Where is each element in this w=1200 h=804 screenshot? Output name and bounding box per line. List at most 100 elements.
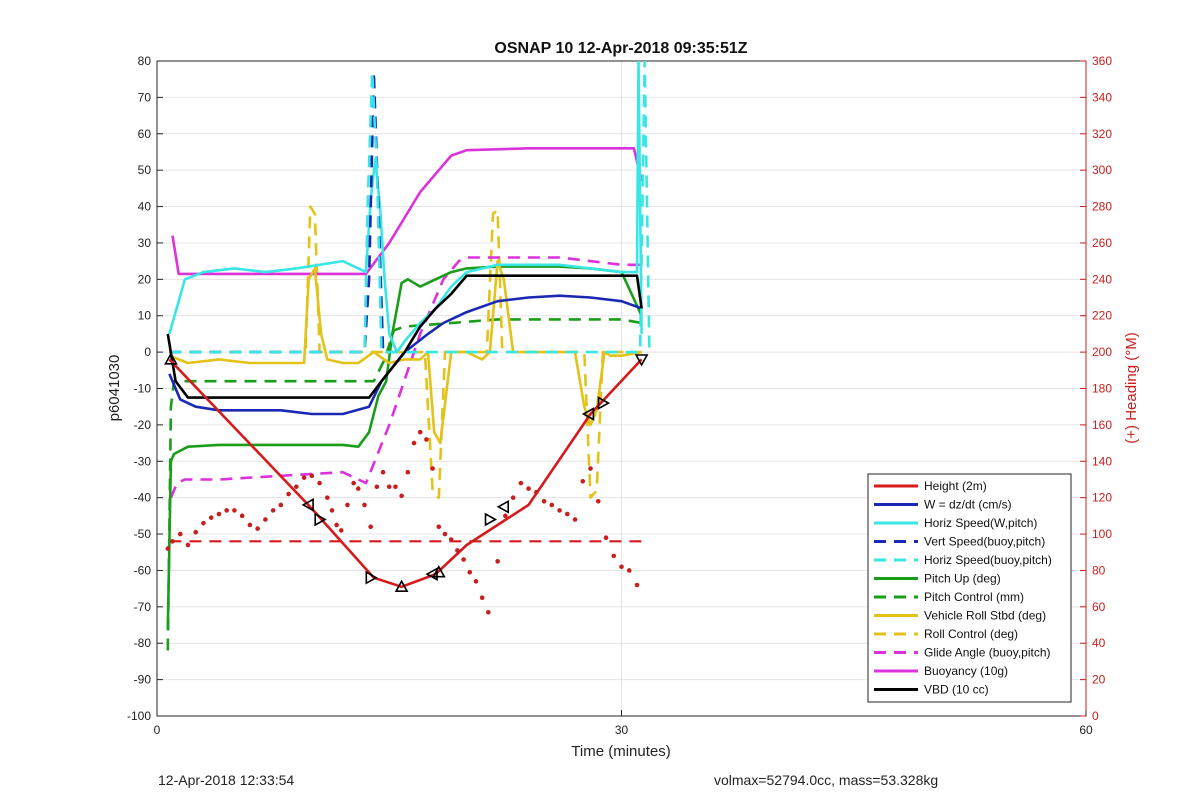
heading-point xyxy=(626,568,632,573)
heading-point xyxy=(329,508,335,513)
direction-marker xyxy=(365,570,378,585)
direction-marker xyxy=(164,352,178,365)
y2-tick-label: 180 xyxy=(1092,382,1112,396)
heading-point xyxy=(317,480,322,486)
left-axis: -100-90-80-70-60-50-40-30-20-10010203040… xyxy=(127,54,163,723)
heading-point xyxy=(430,466,435,471)
heading-point xyxy=(486,609,491,615)
heading-point xyxy=(549,502,555,508)
legend-entry: Height (2m) xyxy=(924,479,987,493)
heading-point xyxy=(170,539,175,544)
y-tick-label: -90 xyxy=(134,673,152,687)
heading-point xyxy=(345,502,350,508)
heading-point xyxy=(201,520,206,526)
heading-point xyxy=(518,480,524,486)
direction-marker xyxy=(425,567,438,581)
legend-box xyxy=(867,473,1072,703)
y-tick-label: 50 xyxy=(138,163,152,177)
heading-point xyxy=(380,469,386,475)
bottom-axis: 0 30 60 xyxy=(154,710,1093,737)
legend-entry: VBD (10 cc) xyxy=(924,683,989,697)
y2-tick-label: 60 xyxy=(1092,600,1106,614)
heading-point xyxy=(374,484,380,490)
heading-point xyxy=(411,440,417,446)
heading-point xyxy=(619,564,624,570)
heading-point xyxy=(461,557,466,562)
heading-point xyxy=(393,484,398,490)
heading-point xyxy=(534,489,539,495)
legend-entry: W = dz/dt (cm/s) xyxy=(924,498,1012,512)
chart-title: OSNAP 10 12-Apr-2018 09:35:51Z xyxy=(494,40,747,57)
y-tick-label: -70 xyxy=(134,600,152,614)
series-line-4 xyxy=(169,70,390,354)
y-tick-label: 40 xyxy=(138,200,152,214)
heading-point xyxy=(588,466,593,471)
heading-point xyxy=(216,511,222,517)
heading-point xyxy=(503,513,508,519)
heading-point xyxy=(611,553,617,559)
heading-point xyxy=(417,429,423,435)
y-tick-label: 70 xyxy=(138,90,152,104)
y2-tick-label: 140 xyxy=(1092,454,1112,468)
x-tick-label: 0 xyxy=(154,723,161,737)
heading-point xyxy=(255,526,260,531)
heading-point xyxy=(448,537,454,542)
y-tick-label: 60 xyxy=(138,127,152,141)
heading-point xyxy=(165,546,171,551)
y-tick-label: -100 xyxy=(127,709,151,723)
heading-point xyxy=(386,484,392,490)
heading-point xyxy=(436,524,442,530)
y2-tick-label: 260 xyxy=(1092,236,1112,250)
legend-entry: Roll Control (deg) xyxy=(924,627,1018,641)
heading-point xyxy=(270,508,276,513)
heading-point xyxy=(580,478,586,484)
heading-point xyxy=(325,495,330,500)
legend: Height (2m) W = dz/dt (cm/s) Horiz Speed(W… xyxy=(867,473,1072,703)
y2-tick-label: 200 xyxy=(1092,345,1112,359)
y2-tick-label: 320 xyxy=(1092,127,1112,141)
heading-point xyxy=(362,502,367,508)
direction-marker xyxy=(394,579,409,593)
series-line-12 xyxy=(166,274,643,399)
heading-point xyxy=(309,473,315,479)
legend-entry: Horiz Speed(buoy,pitch) xyxy=(924,553,1052,567)
heading-point xyxy=(355,486,361,491)
heading-point xyxy=(595,499,601,504)
heading-point xyxy=(263,517,268,522)
heading-point xyxy=(208,515,214,520)
y-tick-label: 30 xyxy=(138,236,152,250)
x-tick-label: 60 xyxy=(1079,723,1093,737)
y-tick-label: -40 xyxy=(134,491,152,505)
heading-point xyxy=(526,486,531,491)
series-line-11 xyxy=(171,147,643,276)
heading-point xyxy=(294,484,299,490)
y-tick-label: -60 xyxy=(134,563,152,577)
y-tick-label: -20 xyxy=(134,418,152,432)
heading-point xyxy=(565,511,570,517)
heading-point xyxy=(278,502,284,508)
heading-point xyxy=(224,508,229,513)
heading-point xyxy=(286,491,291,497)
series-line-1 xyxy=(168,358,643,589)
heading-point xyxy=(495,559,500,564)
footer-volmax-mass: volmax=52794.0cc, mass=53.328kg xyxy=(714,772,939,788)
direction-marker xyxy=(496,499,510,514)
heading-point xyxy=(232,508,237,513)
heading-point xyxy=(399,493,404,499)
legend-entry: Horiz Speed(W,pitch) xyxy=(924,516,1037,530)
series-layer xyxy=(166,61,651,651)
direction-marker xyxy=(431,565,446,578)
direction-marker xyxy=(634,354,649,367)
series-line-2 xyxy=(168,294,643,416)
direction-marker xyxy=(301,498,314,512)
heading-point xyxy=(424,437,429,442)
heading-point xyxy=(368,524,373,530)
y2-tick-label: 20 xyxy=(1092,673,1106,687)
heading-point xyxy=(455,548,460,553)
y2-tick-label: 40 xyxy=(1092,636,1106,650)
grid-lines xyxy=(157,61,1086,716)
legend-entry: Vehicle Roll Stbd (deg) xyxy=(924,609,1046,623)
legend-entry: Pitch Up (deg) xyxy=(924,572,1001,586)
y-axis-label: p6041030 xyxy=(106,355,123,422)
